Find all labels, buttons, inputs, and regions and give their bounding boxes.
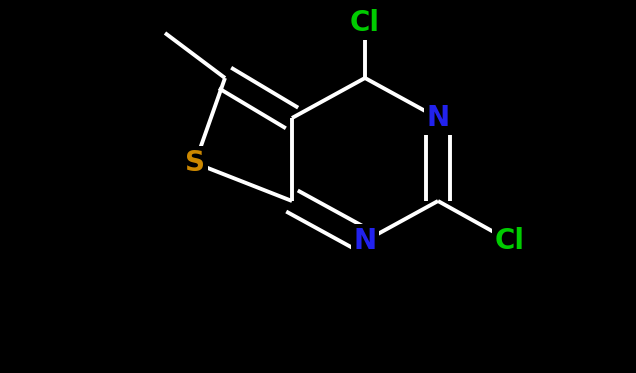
Text: S: S <box>185 149 205 177</box>
Text: Cl: Cl <box>350 9 380 37</box>
Text: Cl: Cl <box>495 227 525 255</box>
Text: N: N <box>426 104 450 132</box>
Text: N: N <box>354 227 377 255</box>
